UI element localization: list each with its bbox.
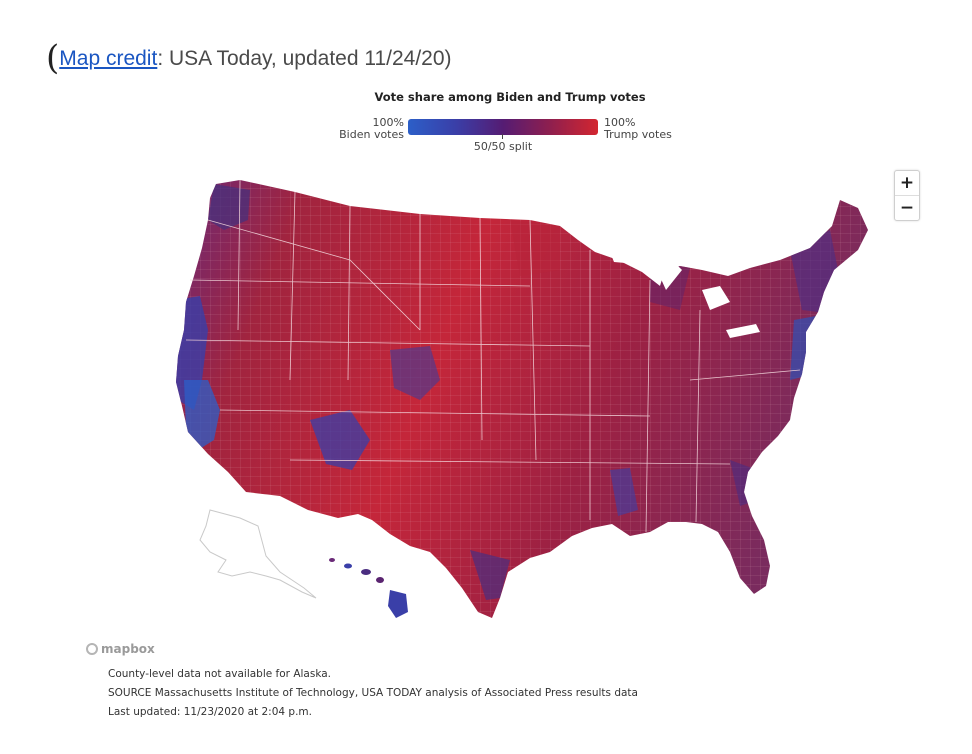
map-notes: County-level data not available for Alas… (108, 665, 638, 722)
mapbox-logo-icon (86, 643, 98, 655)
legend-biden-label: 100% Biden votes (330, 117, 404, 141)
mapbox-logo-text: mapbox (101, 642, 155, 656)
state-borders (185, 179, 801, 533)
legend-trump-label: 100% Trump votes (604, 117, 714, 141)
legend-trump-text: Trump votes (604, 128, 672, 141)
note-last-updated: Last updated: 11/23/2020 at 2:04 p.m. (108, 706, 312, 718)
hawaii-islands (329, 558, 408, 618)
us-county-map[interactable] (90, 80, 930, 640)
legend-trump-percent: 100% (604, 116, 636, 129)
election-map[interactable]: Vote share among Biden and Trump votes 1… (86, 80, 930, 722)
lake-erie (726, 324, 760, 338)
map-credit-link[interactable]: Map credit (59, 47, 158, 70)
legend-title: Vote share among Biden and Trump votes (374, 90, 646, 104)
lake-huron (702, 286, 730, 310)
map-credit-line: (Map credit: USA Today, updated 11/24/20… (46, 38, 452, 78)
alaska-outline (199, 509, 317, 599)
legend-gradient-bar (408, 119, 598, 135)
county-regions (176, 180, 868, 618)
legend-biden-text: Biden votes (339, 128, 404, 141)
lake-superior (610, 252, 650, 264)
zoom-control: + − (894, 170, 920, 221)
legend-mid-label: 50/50 split (473, 140, 533, 153)
note-alaska: County-level data not available for Alas… (108, 668, 332, 680)
note-source: SOURCE Massachusetts Institute of Techno… (108, 687, 638, 699)
zoom-in-button[interactable]: + (899, 173, 915, 193)
mapbox-attribution[interactable]: mapbox (86, 642, 155, 656)
map-credit-text: : USA Today, updated 11/24/20) (157, 47, 452, 70)
zoom-out-button[interactable]: − (895, 195, 919, 220)
lake-michigan (656, 258, 682, 290)
legend-mid-tick (502, 134, 503, 139)
legend-biden-percent: 100% (372, 116, 404, 129)
open-paren: ( (46, 38, 60, 78)
